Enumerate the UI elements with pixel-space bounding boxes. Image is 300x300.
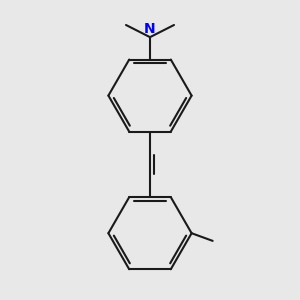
Text: N: N: [144, 22, 156, 36]
